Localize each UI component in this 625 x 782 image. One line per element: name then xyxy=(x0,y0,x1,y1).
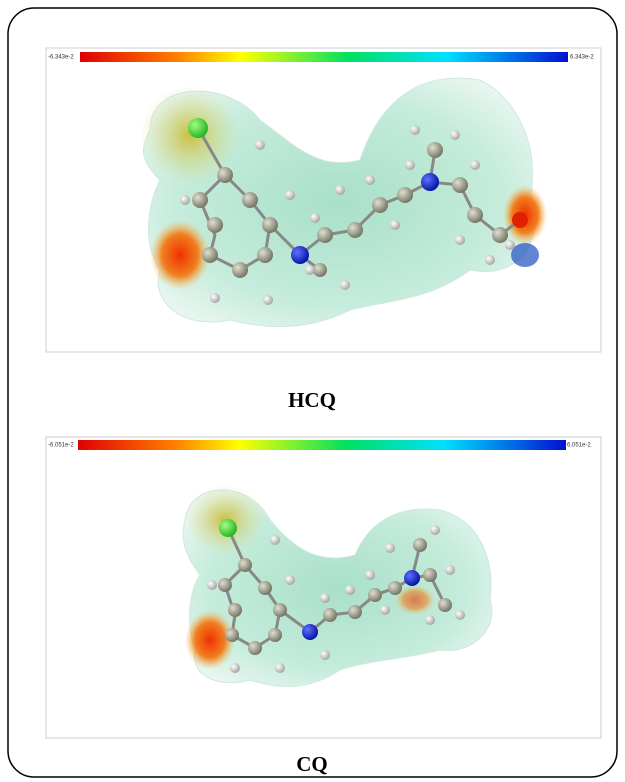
panel-label: CQ xyxy=(296,752,328,776)
scale-max: 6.343e-2 xyxy=(570,55,594,61)
scale-min: -6.051e-2 xyxy=(48,443,74,449)
scale-min: -6.343e-2 xyxy=(48,55,74,61)
panel: -6.051e-2 6.051e-2 xyxy=(46,437,601,776)
color-scale xyxy=(80,52,568,62)
panel: -6.343e-2 6.343e-2 xyxy=(46,48,601,412)
scale-max: 6.051e-2 xyxy=(567,443,591,449)
panel-label: HCQ xyxy=(288,388,336,412)
figure: -6.343e-2 6.343e-2 xyxy=(0,0,625,782)
color-scale xyxy=(78,440,566,450)
